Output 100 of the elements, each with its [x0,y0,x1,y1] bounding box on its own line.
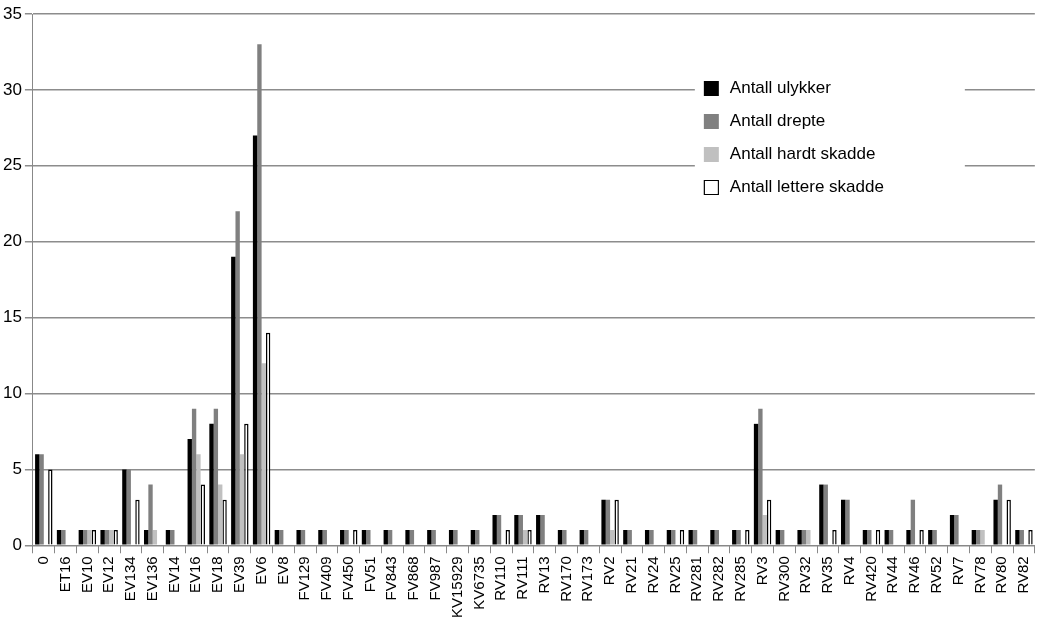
x-tick-label: RV44 [883,556,901,594]
x-tick-label: RV170 [556,556,574,602]
x-tick-label: FV843 [382,556,400,601]
x-tick-label: FV987 [426,556,443,601]
x-tick-label: FV129 [295,556,313,601]
x-tick-label: RV173 [578,556,596,602]
x-tick-label: EV12 [99,556,117,593]
x-tick-label: 0 [33,556,51,565]
bar [152,530,158,545]
bar [78,530,84,545]
bar [187,439,192,545]
bar [557,530,563,545]
bar [862,530,868,545]
x-tick-label: RV35 [818,556,836,594]
bar [56,530,62,545]
bar [109,530,114,545]
bar [522,530,528,545]
bar [209,423,214,545]
x-tick-label: ET16 [55,556,73,593]
bar [470,530,476,545]
x-tick-label: RV52 [926,556,944,594]
legend-label: Antall ulykker [729,77,832,97]
bar [775,530,781,545]
legend-label: Antall lettere skadde [729,176,884,196]
bar [165,530,171,545]
x-tick-label: KV6735 [469,556,487,610]
x-tick-label: RV2 [600,556,618,586]
bar [623,530,628,545]
legend-label: Antall hardt skadde [729,143,876,163]
bar [87,530,92,545]
x-tick-label: RV32 [796,556,814,594]
bar [601,499,606,545]
y-tick-label: 35 [2,3,22,23]
x-tick-label: EV8 [273,556,291,585]
bar [296,530,301,545]
bar [536,514,541,545]
bar [143,530,149,545]
bar [819,484,824,545]
bar [274,530,280,545]
bar [579,530,584,545]
bar [797,530,802,545]
x-tick-label: FV868 [404,556,422,601]
bar [196,454,201,545]
bar [993,499,998,545]
bar [252,135,258,545]
bar [318,530,323,545]
x-tick-label: EV134 [121,556,139,602]
x-tick-label: RV300 [774,556,792,602]
y-tick-label: 25 [2,155,22,175]
bar [405,530,410,545]
x-tick-label: RV46 [905,556,923,594]
bar [427,530,432,545]
bar [732,530,737,545]
bar [610,530,615,545]
bar [840,499,846,545]
bar [1015,530,1020,545]
x-tick-label: KV15929 [447,556,465,619]
bar [492,514,497,545]
legend-label: Antall drepte [729,110,826,130]
x-tick-label: EV136 [142,556,160,602]
y-tick-label: 30 [2,79,22,99]
bar [100,530,105,545]
y-tick-label: 15 [2,307,22,327]
x-tick-label: EV18 [208,556,226,593]
x-tick-label: RV4 [839,556,857,586]
bar [361,530,367,545]
x-tick-label: RV78 [970,556,988,594]
x-tick-label: FV51 [360,556,378,593]
bar [906,530,911,545]
x-tick-label: RV21 [622,556,640,594]
x-tick-label: EV6 [251,556,269,585]
bar [884,530,889,545]
x-tick-label: FV450 [338,556,356,601]
bar [383,530,388,545]
x-tick-label: FV409 [317,556,335,601]
bar [928,530,933,545]
bar [218,484,223,545]
bar [949,514,955,545]
bar [666,530,672,545]
bar [35,454,40,545]
bar [980,530,985,545]
x-tick-label: EV10 [77,556,95,593]
x-tick-label: EV14 [164,556,182,593]
x-tick-label: RV13 [534,556,552,594]
bar [448,530,454,545]
y-tick-label: 0 [12,534,22,554]
y-tick-label: 10 [2,383,22,403]
x-tick-label: RV7 [948,556,966,586]
bar [688,530,693,545]
bar [231,256,236,545]
y-tick-label: 5 [12,459,22,479]
bar [644,530,650,545]
x-tick-label: RV282 [709,556,727,602]
bar [340,530,345,545]
bar [806,530,811,545]
x-tick-label: RV281 [687,556,705,602]
y-tick-label: 20 [2,231,22,251]
bar [762,514,767,545]
x-tick-label: EV39 [229,556,247,593]
bar [122,469,127,545]
